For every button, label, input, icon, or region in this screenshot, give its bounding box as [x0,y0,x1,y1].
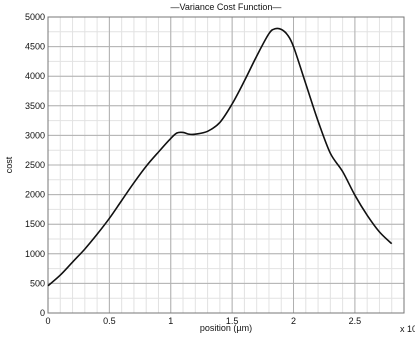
y-tick-label: 2500 [25,160,45,170]
y-tick-label: 4500 [25,42,45,52]
x-tick-label: 2.5 [349,316,362,326]
major-grid [48,17,404,313]
y-tick-label: 500 [30,278,45,288]
x-axis-label: position (µm) [200,323,252,333]
x-tick-label: 0 [45,316,50,326]
y-tick-labels: 0 500 1000 1500 2000 2500 3000 3500 4000 4500 5000 [25,12,45,318]
y-tick-label: 3000 [25,130,45,140]
x-axis-multiplier: x 10 [400,324,415,334]
y-axis-label: cost [4,156,14,173]
y-tick-label: 1500 [25,219,45,229]
x-tick-label: 2 [291,316,296,326]
cost-series-line [47,27,393,287]
y-tick-label: 0 [40,308,45,318]
y-tick-label: 5000 [25,12,45,22]
y-tick-label: 4000 [25,71,45,81]
x-tick-label: 1 [168,316,173,326]
y-tick-label: 1000 [25,249,45,259]
y-tick-label: 3500 [25,101,45,111]
chart-title: —Variance Cost Function— [171,2,282,12]
x-tick-label: 0.5 [103,316,116,326]
plot-frame [47,16,405,314]
x-tick-labels: 0 0.5 1 1.5 2 2.5 [45,316,361,326]
x-tick-label: 1.5 [226,316,239,326]
y-tick-label: 2000 [25,190,45,200]
